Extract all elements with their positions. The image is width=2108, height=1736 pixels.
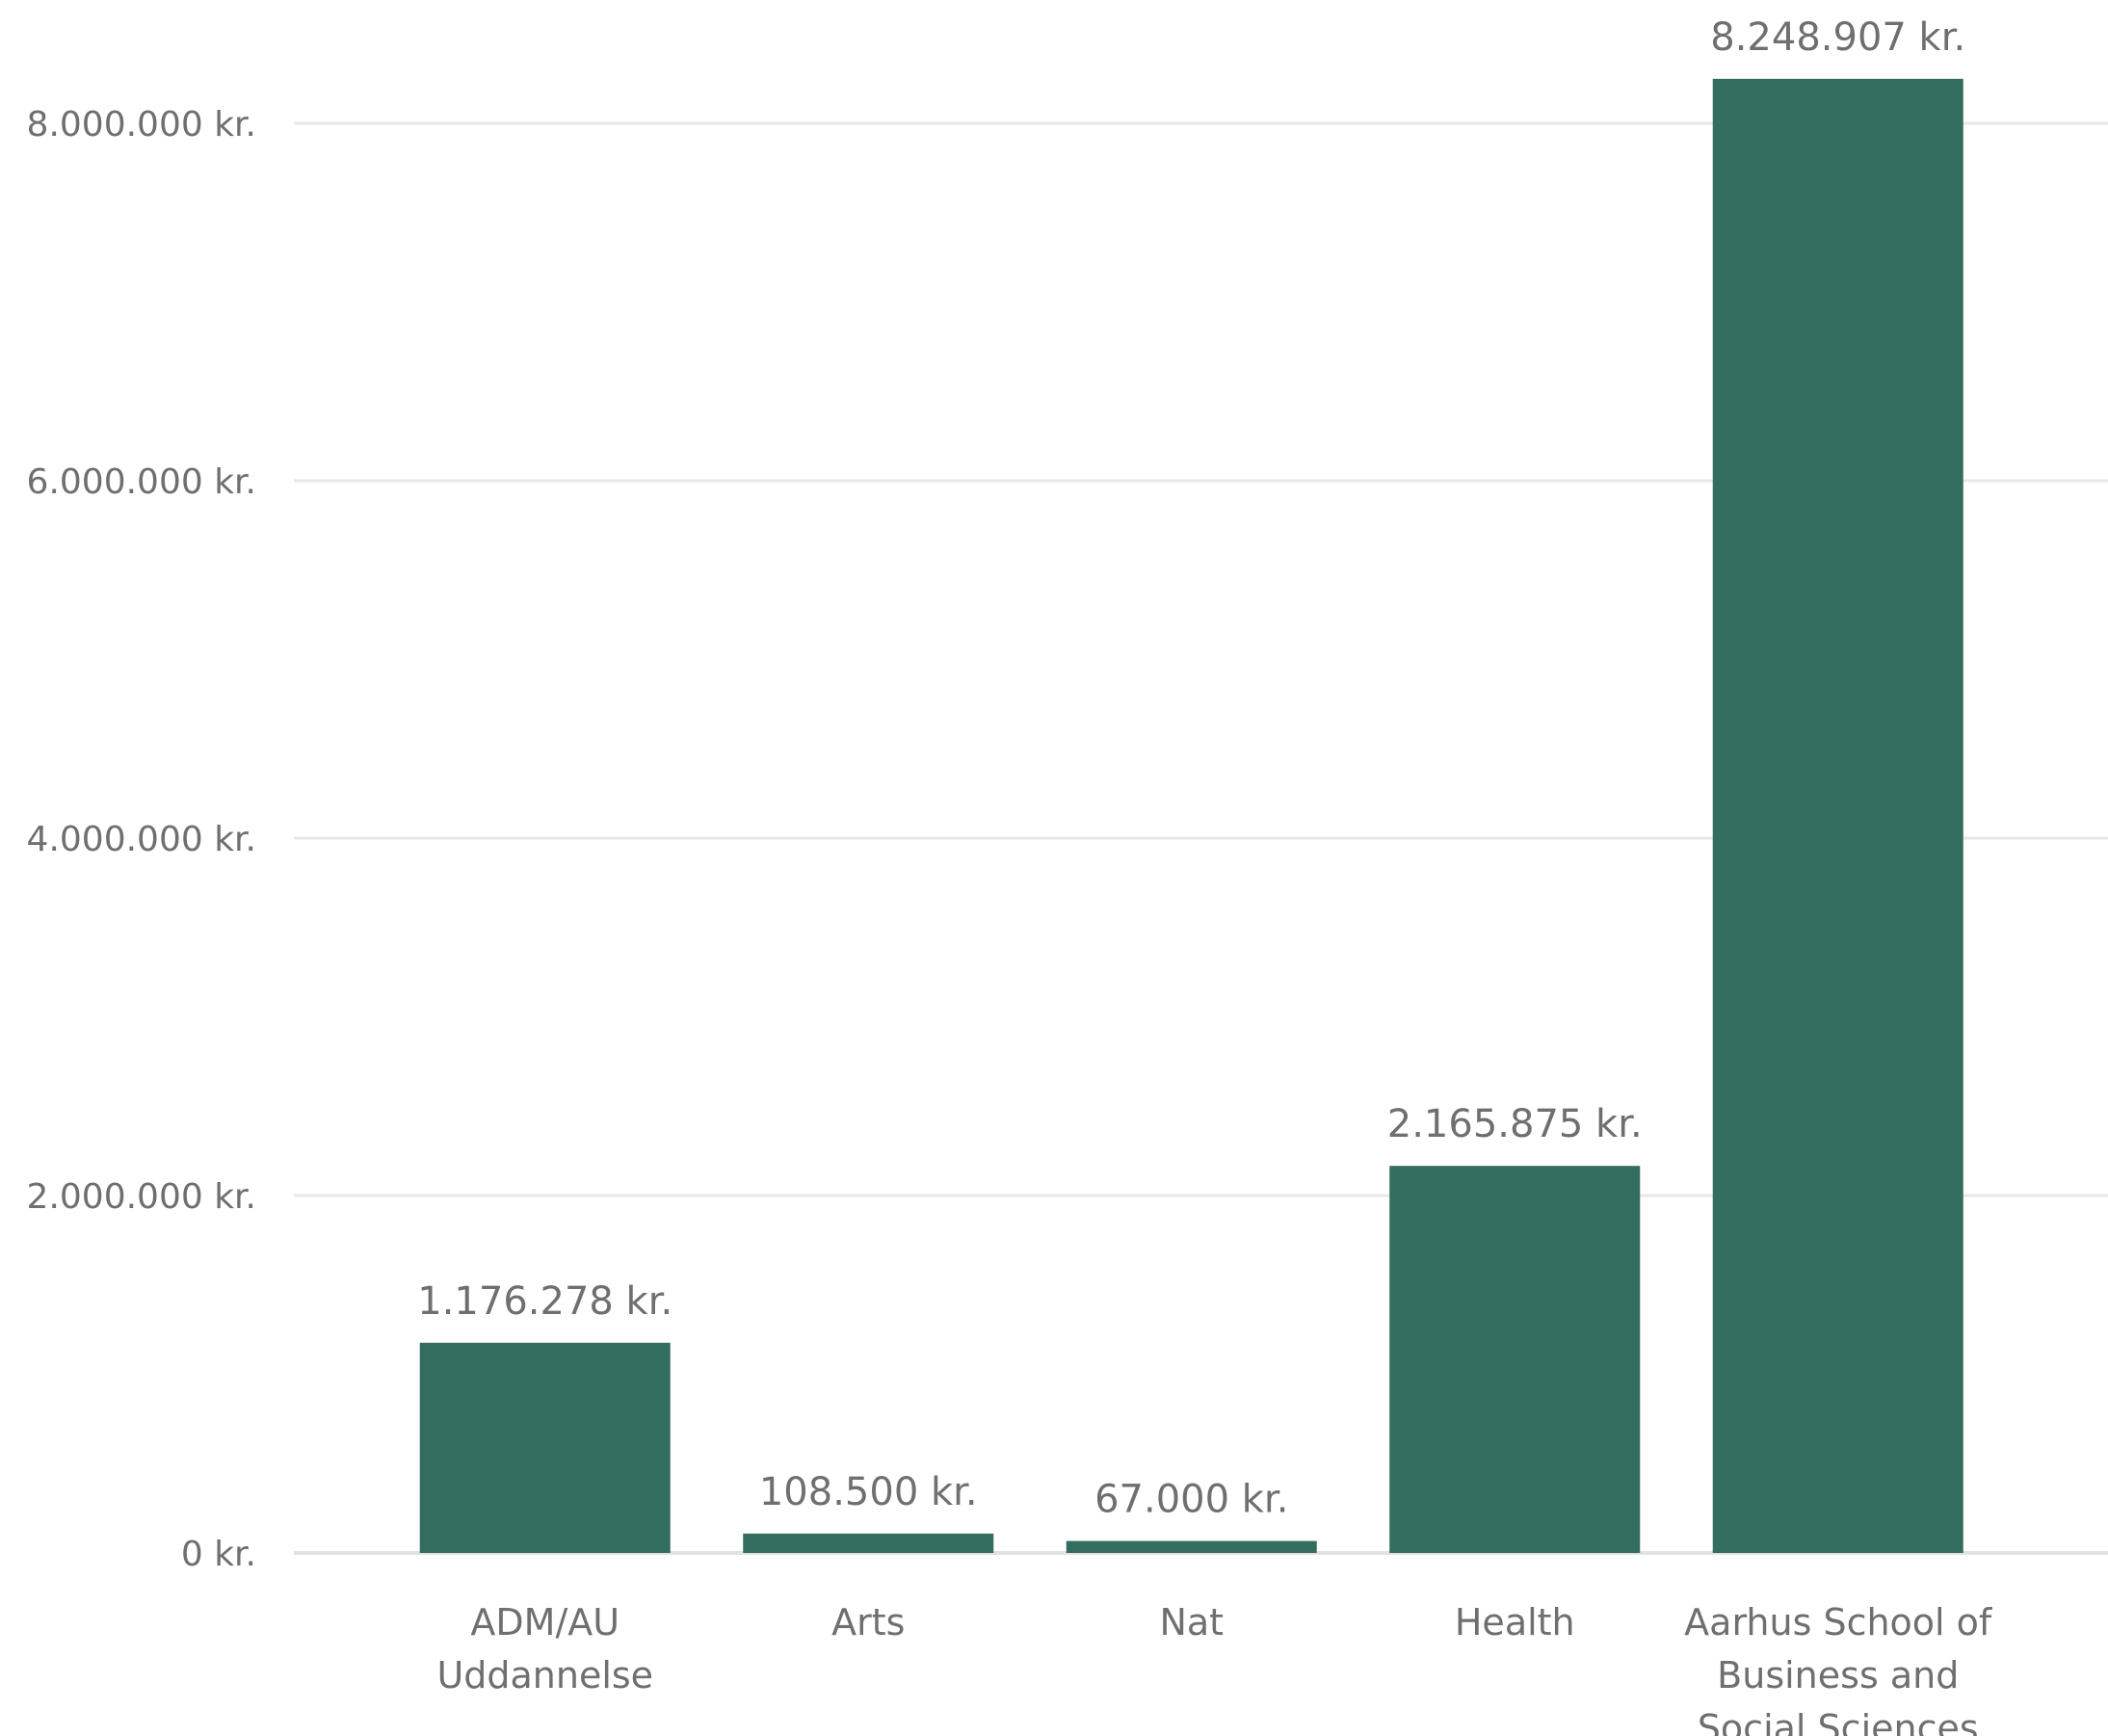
x-tick-label-line: Arts xyxy=(831,1601,905,1644)
x-tick-label: Nat xyxy=(1159,1601,1224,1644)
x-tick-label-line: Uddannelse xyxy=(436,1654,653,1697)
bar[interactable] xyxy=(743,1533,994,1553)
y-tick-label: 2.000.000 kr. xyxy=(27,1177,256,1217)
bars xyxy=(419,78,1963,1553)
bar[interactable] xyxy=(1712,78,1963,1553)
x-tick-label-line: Social Sciences xyxy=(1698,1707,1979,1736)
x-tick-label: ADM/AU Uddannelse xyxy=(436,1601,653,1697)
x-tick-label-line: Business and xyxy=(1717,1654,1959,1697)
data-labels: 1.176.278 kr. 108.500 kr. 67.000 kr. 2.165.… xyxy=(417,15,1965,1522)
x-axis-tick-labels: ADM/AU Uddannelse Arts Nat Health Aarhus Scho… xyxy=(436,1601,1993,1736)
data-label: 1.176.278 kr. xyxy=(417,1279,672,1324)
x-tick-label-line: ADM/AU xyxy=(470,1601,619,1644)
data-label: 108.500 kr. xyxy=(759,1470,978,1514)
y-tick-label: 4.000.000 kr. xyxy=(27,820,256,859)
x-tick-label-line: Aarhus School of xyxy=(1684,1601,1993,1644)
x-tick-label: Aarhus School of Business and Social Scien… xyxy=(1684,1601,1993,1736)
data-label: 2.165.875 kr. xyxy=(1387,1102,1643,1146)
bar[interactable] xyxy=(1066,1540,1317,1553)
x-tick-label-line: Nat xyxy=(1159,1601,1224,1644)
data-label: 8.248.907 kr. xyxy=(1710,15,1965,60)
data-label: 67.000 kr. xyxy=(1094,1478,1288,1522)
bar[interactable] xyxy=(1389,1166,1641,1553)
y-tick-label: 0 kr. xyxy=(181,1535,256,1574)
y-tick-label: 6.000.000 kr. xyxy=(27,462,256,502)
y-tick-label: 8.000.000 kr. xyxy=(27,105,256,145)
x-tick-label: Arts xyxy=(831,1601,905,1644)
bar[interactable] xyxy=(419,1342,671,1553)
y-axis-tick-labels: 0 kr. 2.000.000 kr. 4.000.000 kr. 6.000.000… xyxy=(27,105,256,1574)
x-tick-label: Health xyxy=(1455,1601,1575,1644)
x-tick-label-line: Health xyxy=(1455,1601,1575,1644)
